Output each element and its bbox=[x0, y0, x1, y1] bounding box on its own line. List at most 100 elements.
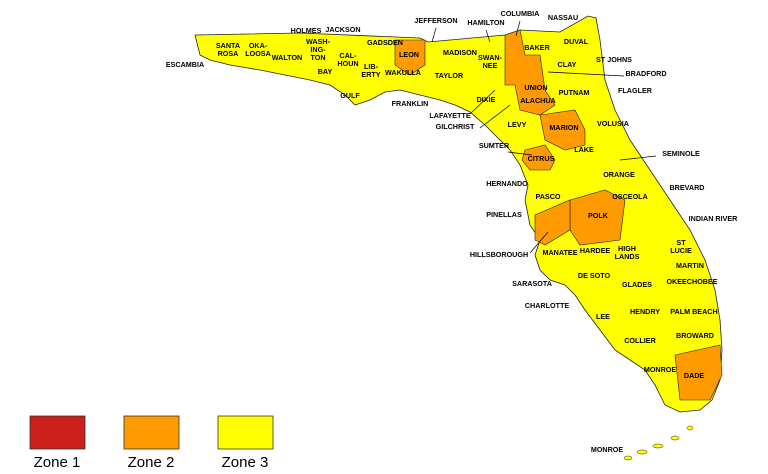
county-label-line: SEMINOLE bbox=[662, 149, 700, 158]
county-label: COLUMBIA bbox=[501, 9, 540, 18]
county-label-line: HENDRY bbox=[630, 307, 660, 316]
leader-line bbox=[431, 27, 437, 43]
county-label-line: ERTY bbox=[361, 70, 380, 79]
county-label-line: PASCO bbox=[535, 192, 560, 201]
county-label-line: ST bbox=[676, 238, 686, 247]
county-label-line: NEE bbox=[483, 61, 498, 70]
county-label-line: HOUN bbox=[337, 59, 358, 68]
county-label-line: MONROE bbox=[591, 445, 624, 454]
leader-lines bbox=[431, 20, 657, 254]
county-labels: ESCAMBIA SANTA ROSA OKA-LOOSA WALTON HOLMES WA… bbox=[166, 9, 738, 454]
county-label: UNION bbox=[524, 83, 547, 92]
county-label: LEE bbox=[596, 312, 610, 321]
county-label-line: INDIAN RIVER bbox=[689, 214, 739, 223]
zone-area bbox=[521, 144, 556, 171]
county-label-line: POLK bbox=[588, 211, 609, 220]
county-label-line: CAL- bbox=[339, 51, 357, 60]
key bbox=[670, 435, 680, 441]
county-label-line: SWAN- bbox=[478, 53, 503, 62]
county-label-line: JACKSON bbox=[325, 25, 360, 34]
county-label: PUTNAM bbox=[559, 88, 590, 97]
county-label-line: HOLMES bbox=[291, 26, 322, 35]
county-label: JACKSON bbox=[325, 25, 360, 34]
county-label-line: BRADFORD bbox=[625, 69, 666, 78]
county-label-line: HERNANDO bbox=[486, 179, 528, 188]
county-label: BRADFORD bbox=[625, 69, 666, 78]
county-label-line: FLAGLER bbox=[618, 86, 653, 95]
county-label-line: MARION bbox=[549, 123, 578, 132]
county-label-line: PUTNAM bbox=[559, 88, 590, 97]
county-label: OKEECHOBEE bbox=[666, 277, 717, 286]
county-label-line: ST JOHNS bbox=[596, 55, 632, 64]
county-label-line: LAKE bbox=[574, 145, 594, 154]
county-label-line: LAFAYETTE bbox=[429, 111, 470, 120]
county-label-line: CHARLOTTE bbox=[525, 301, 570, 310]
county-label-line: HAMILTON bbox=[467, 18, 504, 27]
legend-swatch bbox=[123, 415, 180, 450]
keys bbox=[623, 425, 694, 461]
county-label-line: PINELLAS bbox=[486, 210, 522, 219]
leader-line bbox=[547, 71, 625, 77]
legend-swatch bbox=[217, 415, 274, 450]
county-label: CITRUS bbox=[528, 154, 555, 163]
county-label-line: VOLUSIA bbox=[597, 119, 629, 128]
county-label: ESCAMBIA bbox=[166, 60, 204, 69]
county-label: HILLSBOROUGH bbox=[470, 250, 528, 259]
county-label-line: MONROE bbox=[644, 365, 677, 374]
county-label-line: DUVAL bbox=[564, 37, 589, 46]
state-shapes bbox=[194, 15, 723, 461]
county-label-line: SUMTER bbox=[479, 141, 510, 150]
county-label-line: SARASOTA bbox=[512, 279, 552, 288]
county-label-line: LANDS bbox=[615, 252, 640, 261]
county-label: MONROE bbox=[591, 445, 624, 454]
leader-line bbox=[515, 20, 521, 37]
county-label-line: DADE bbox=[684, 371, 705, 380]
legend-label: Zone 3 bbox=[222, 454, 269, 471]
county-label-line: LIB- bbox=[364, 62, 379, 71]
key bbox=[686, 425, 694, 431]
legend-label: Zone 1 bbox=[34, 454, 81, 471]
county-label-line: GLADES bbox=[622, 280, 652, 289]
county-label-line: ESCAMBIA bbox=[166, 60, 204, 69]
zone-area bbox=[539, 109, 586, 151]
county-label-line: WAKULLA bbox=[385, 68, 421, 77]
county-label: BREVARD bbox=[669, 183, 704, 192]
county-label: SARASOTA bbox=[512, 279, 552, 288]
county-label: LEVY bbox=[508, 120, 527, 129]
county-label: MANATEE bbox=[542, 248, 577, 257]
county-label-line: BROWARD bbox=[676, 331, 714, 340]
county-label: SUMTER bbox=[479, 141, 510, 150]
county-label: GLADES bbox=[622, 280, 652, 289]
county-label: CLAY bbox=[558, 60, 577, 69]
county-label-line: JEFFERSON bbox=[414, 16, 457, 25]
leader-line bbox=[507, 151, 533, 156]
county-label-line: HILLSBOROUGH bbox=[470, 250, 528, 259]
county-label-line: FRANKLIN bbox=[392, 99, 429, 108]
zone-area bbox=[504, 29, 556, 116]
leader-line bbox=[479, 104, 511, 129]
county-label: ST LUCIE bbox=[670, 238, 692, 255]
county-label: LEON bbox=[399, 50, 419, 59]
county-label: TAYLOR bbox=[435, 71, 464, 80]
county-label: DIXIE bbox=[477, 95, 496, 104]
county-label: PALM BEACH bbox=[670, 307, 717, 316]
county-label: DUVAL bbox=[564, 37, 589, 46]
county-label: ORANGE bbox=[603, 170, 635, 179]
county-label-line: COLUMBIA bbox=[501, 9, 540, 18]
county-label: CHARLOTTE bbox=[525, 301, 570, 310]
county-label: MARION bbox=[549, 123, 578, 132]
county-label-line: UNION bbox=[524, 83, 547, 92]
county-label: GULF bbox=[340, 91, 360, 100]
county-label: DADE bbox=[684, 371, 705, 380]
county-label-line: BAKER bbox=[524, 43, 550, 52]
leader-line bbox=[619, 155, 657, 161]
county-label-line: MANATEE bbox=[542, 248, 577, 257]
county-label: HAMILTON bbox=[467, 18, 504, 27]
county-label-line: TON bbox=[310, 53, 325, 62]
county-label-line: OKEECHOBEE bbox=[666, 277, 717, 286]
county-label: GILCHRIST bbox=[436, 122, 475, 131]
county-label: VOLUSIA bbox=[597, 119, 629, 128]
county-label: POLK bbox=[588, 211, 609, 220]
county-label-line: WALTON bbox=[272, 53, 302, 62]
